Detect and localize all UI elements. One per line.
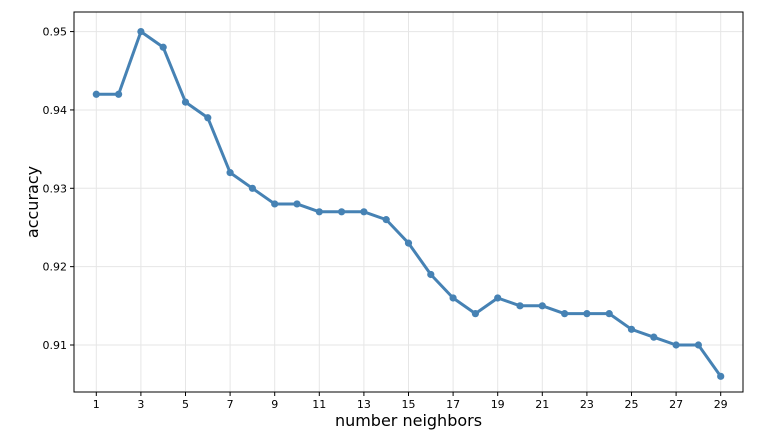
y-tick-label: 0.94 [43,104,68,117]
data-point [115,90,123,98]
data-point [583,310,591,318]
x-axis-label: number neighbors [335,411,482,430]
data-point [650,333,658,341]
x-tick-label: 3 [137,398,144,411]
data-point [293,200,301,208]
grid [74,12,743,392]
x-tick-label: 7 [227,398,234,411]
data-point [717,372,725,380]
data-point [181,98,190,106]
data-point [561,310,569,318]
data-point [315,208,323,216]
series-layer [92,27,725,380]
x-tick-label: 21 [535,398,549,411]
data-point [538,302,546,310]
x-tick-label: 23 [580,398,594,411]
x-tick-label: 27 [669,398,683,411]
data-point [427,270,435,279]
y-tick-label: 0.93 [43,182,68,195]
data-point [360,208,368,216]
data-point [694,341,703,349]
plot-frame [73,11,744,393]
data-point [627,325,636,333]
y-axis-label: accuracy [23,166,42,238]
data-point [159,43,167,51]
x-tick-label: 5 [182,398,189,411]
data-point [672,341,680,349]
data-point [382,216,390,224]
x-tick-label: 17 [446,398,460,411]
data-point [516,302,524,310]
data-point [494,294,502,302]
data-point [226,169,234,177]
y-tick-label: 0.95 [43,26,68,39]
data-point [137,27,145,36]
data-point [338,208,346,216]
data-point [248,184,256,192]
data-point [449,294,457,302]
x-tick-label: 19 [491,398,505,411]
x-tick-label: 13 [357,398,371,411]
x-tick-label: 25 [625,398,639,411]
data-point [471,310,479,318]
data-point [271,200,279,208]
data-point [92,90,100,98]
data-point [605,310,613,318]
x-tick-label: 29 [714,398,728,411]
y-tick-label: 0.91 [43,339,68,352]
data-point [404,239,413,247]
data-point [204,114,212,122]
x-tick-label: 11 [312,398,326,411]
x-tick-label: 9 [271,398,278,411]
x-tick-label: 1 [93,398,100,411]
x-tick-label: 15 [402,398,416,411]
axis-ticks: 1 3 5 7 9 11 13 15 17 19 21 23 25 27 290.910.920.930.9… [43,26,728,411]
y-tick-label: 0.92 [43,261,68,274]
